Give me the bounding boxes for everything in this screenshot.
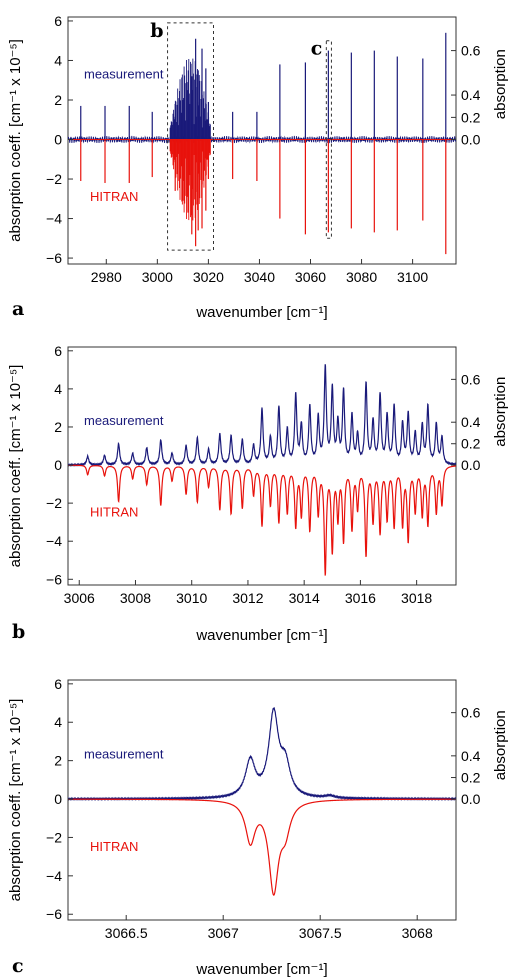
y-tick-label: 6 (54, 676, 62, 692)
x-tick-label: 3008 (120, 590, 151, 606)
series-measurement-line (68, 364, 456, 467)
x-tick-label: 3040 (244, 269, 275, 285)
panel-letter: c (12, 955, 24, 977)
y-tick-label: 2 (54, 419, 62, 435)
x-tick-label: 3067.5 (299, 925, 342, 941)
y2-tick-label: 0.6 (461, 705, 481, 721)
plot-frame (67, 346, 457, 586)
series-HITRAN-line (68, 464, 456, 576)
y-tick-label: −2 (46, 171, 62, 187)
x-tick-label: 3060 (295, 269, 326, 285)
x-axis-label: wavenumber [cm⁻¹] (195, 627, 327, 644)
x-tick-label: 3000 (142, 269, 173, 285)
x-tick-label: 3006 (64, 590, 95, 606)
x-tick-label: 3020 (193, 269, 224, 285)
y-axis-label: absorption coeff. [cm⁻¹ x 10⁻⁵] (7, 365, 24, 568)
chart-panel-b: −6 −4 −2 0 2 4 6 3006 3008 3010 3012 3014 3016 3018 0.… (7, 343, 509, 644)
y-tick-label: −4 (46, 533, 62, 549)
legend-measurement: measurement (84, 66, 164, 81)
plot-frame (67, 679, 457, 921)
y2-axis-label: absorption (492, 710, 509, 780)
x-tick-label: 3068 (402, 925, 433, 941)
y2-tick-label: 0.4 (461, 748, 481, 764)
x-tick-label: 3100 (397, 269, 428, 285)
y2-tick-label: 0.6 (461, 371, 481, 387)
chart-panel-c: −6 −4 −2 0 2 4 6 3066.5 3067 3067.5 3068 0.0 0.2 0.4 0… (7, 676, 509, 977)
x-tick-label: 3016 (345, 590, 376, 606)
y2-axis-label: absorption (492, 49, 509, 119)
x-tick-label: 3080 (346, 269, 377, 285)
y-axis-label: absorption coeff. [cm⁻¹ x 10⁻⁵] (7, 39, 24, 242)
x-tick-label: 3067 (208, 925, 239, 941)
legend-measurement: measurement (84, 413, 164, 428)
legend-hitran: HITRAN (90, 504, 138, 519)
panel-letter: b (12, 621, 25, 643)
y-tick-label: 2 (54, 92, 62, 108)
y2-tick-label: 0.0 (461, 132, 481, 148)
y-tick-label: 4 (54, 52, 62, 68)
y-tick-label: −6 (46, 250, 62, 266)
zoom-box-b (167, 22, 214, 251)
series-HITRAN-line (68, 798, 456, 896)
x-tick-label: 3014 (289, 590, 320, 606)
x-axis-label: wavenumber [cm⁻¹] (195, 304, 327, 321)
y-tick-label: −6 (46, 571, 62, 587)
y-tick-label: 4 (54, 381, 62, 397)
x-axis-label: wavenumber [cm⁻¹] (195, 961, 327, 977)
y2-tick-label: 0.4 (461, 87, 481, 103)
legend-hitran: HITRAN (90, 839, 138, 854)
zoom-box-c (325, 40, 332, 239)
y-tick-label: 4 (54, 714, 62, 730)
zoom-box-label: b (150, 20, 163, 42)
zoom-box-label: c (311, 38, 323, 60)
y2-tick-label: 0.2 (461, 770, 481, 786)
legend-hitran: HITRAN (90, 189, 138, 204)
plot-data (68, 364, 456, 576)
y-tick-label: −2 (46, 829, 62, 845)
x-tick-label: 3018 (401, 590, 432, 606)
x-tick-label: 3066.5 (105, 925, 148, 941)
y2-tick-label: 0.6 (461, 43, 481, 59)
plot-data (68, 707, 456, 896)
chart-panel-a: b c −6 −4 −2 0 2 4 6 2980 3000 3020 3040 3060 3080 3100… (7, 13, 509, 321)
y-tick-label: −4 (46, 868, 62, 884)
y2-axis-label: absorption (492, 377, 509, 447)
y-tick-label: 6 (54, 343, 62, 359)
y2-tick-label: 0.2 (461, 436, 481, 452)
y2-tick-label: 0.2 (461, 109, 481, 125)
y-tick-label: −6 (46, 906, 62, 922)
x-tick-label: 3010 (176, 590, 207, 606)
y2-tick-label: 0.4 (461, 414, 481, 430)
series-measurement-baseline (68, 135, 456, 144)
y2-tick-label: 0.0 (461, 457, 481, 473)
legend-measurement: measurement (84, 747, 164, 762)
y-axis-label: absorption coeff. [cm⁻¹ x 10⁻⁵] (7, 699, 24, 902)
y-tick-label: 2 (54, 753, 62, 769)
y-tick-label: 6 (54, 13, 62, 29)
y-tick-label: 0 (54, 791, 62, 807)
y-tick-label: 0 (54, 457, 62, 473)
y-tick-label: −2 (46, 495, 62, 511)
plot-data (68, 32, 456, 255)
x-tick-label: 2980 (91, 269, 122, 285)
x-tick-label: 3012 (232, 590, 263, 606)
y-tick-label: 0 (54, 132, 62, 148)
y-tick-label: −4 (46, 211, 62, 227)
panel-letter: a (12, 298, 24, 320)
y2-tick-label: 0.0 (461, 791, 481, 807)
